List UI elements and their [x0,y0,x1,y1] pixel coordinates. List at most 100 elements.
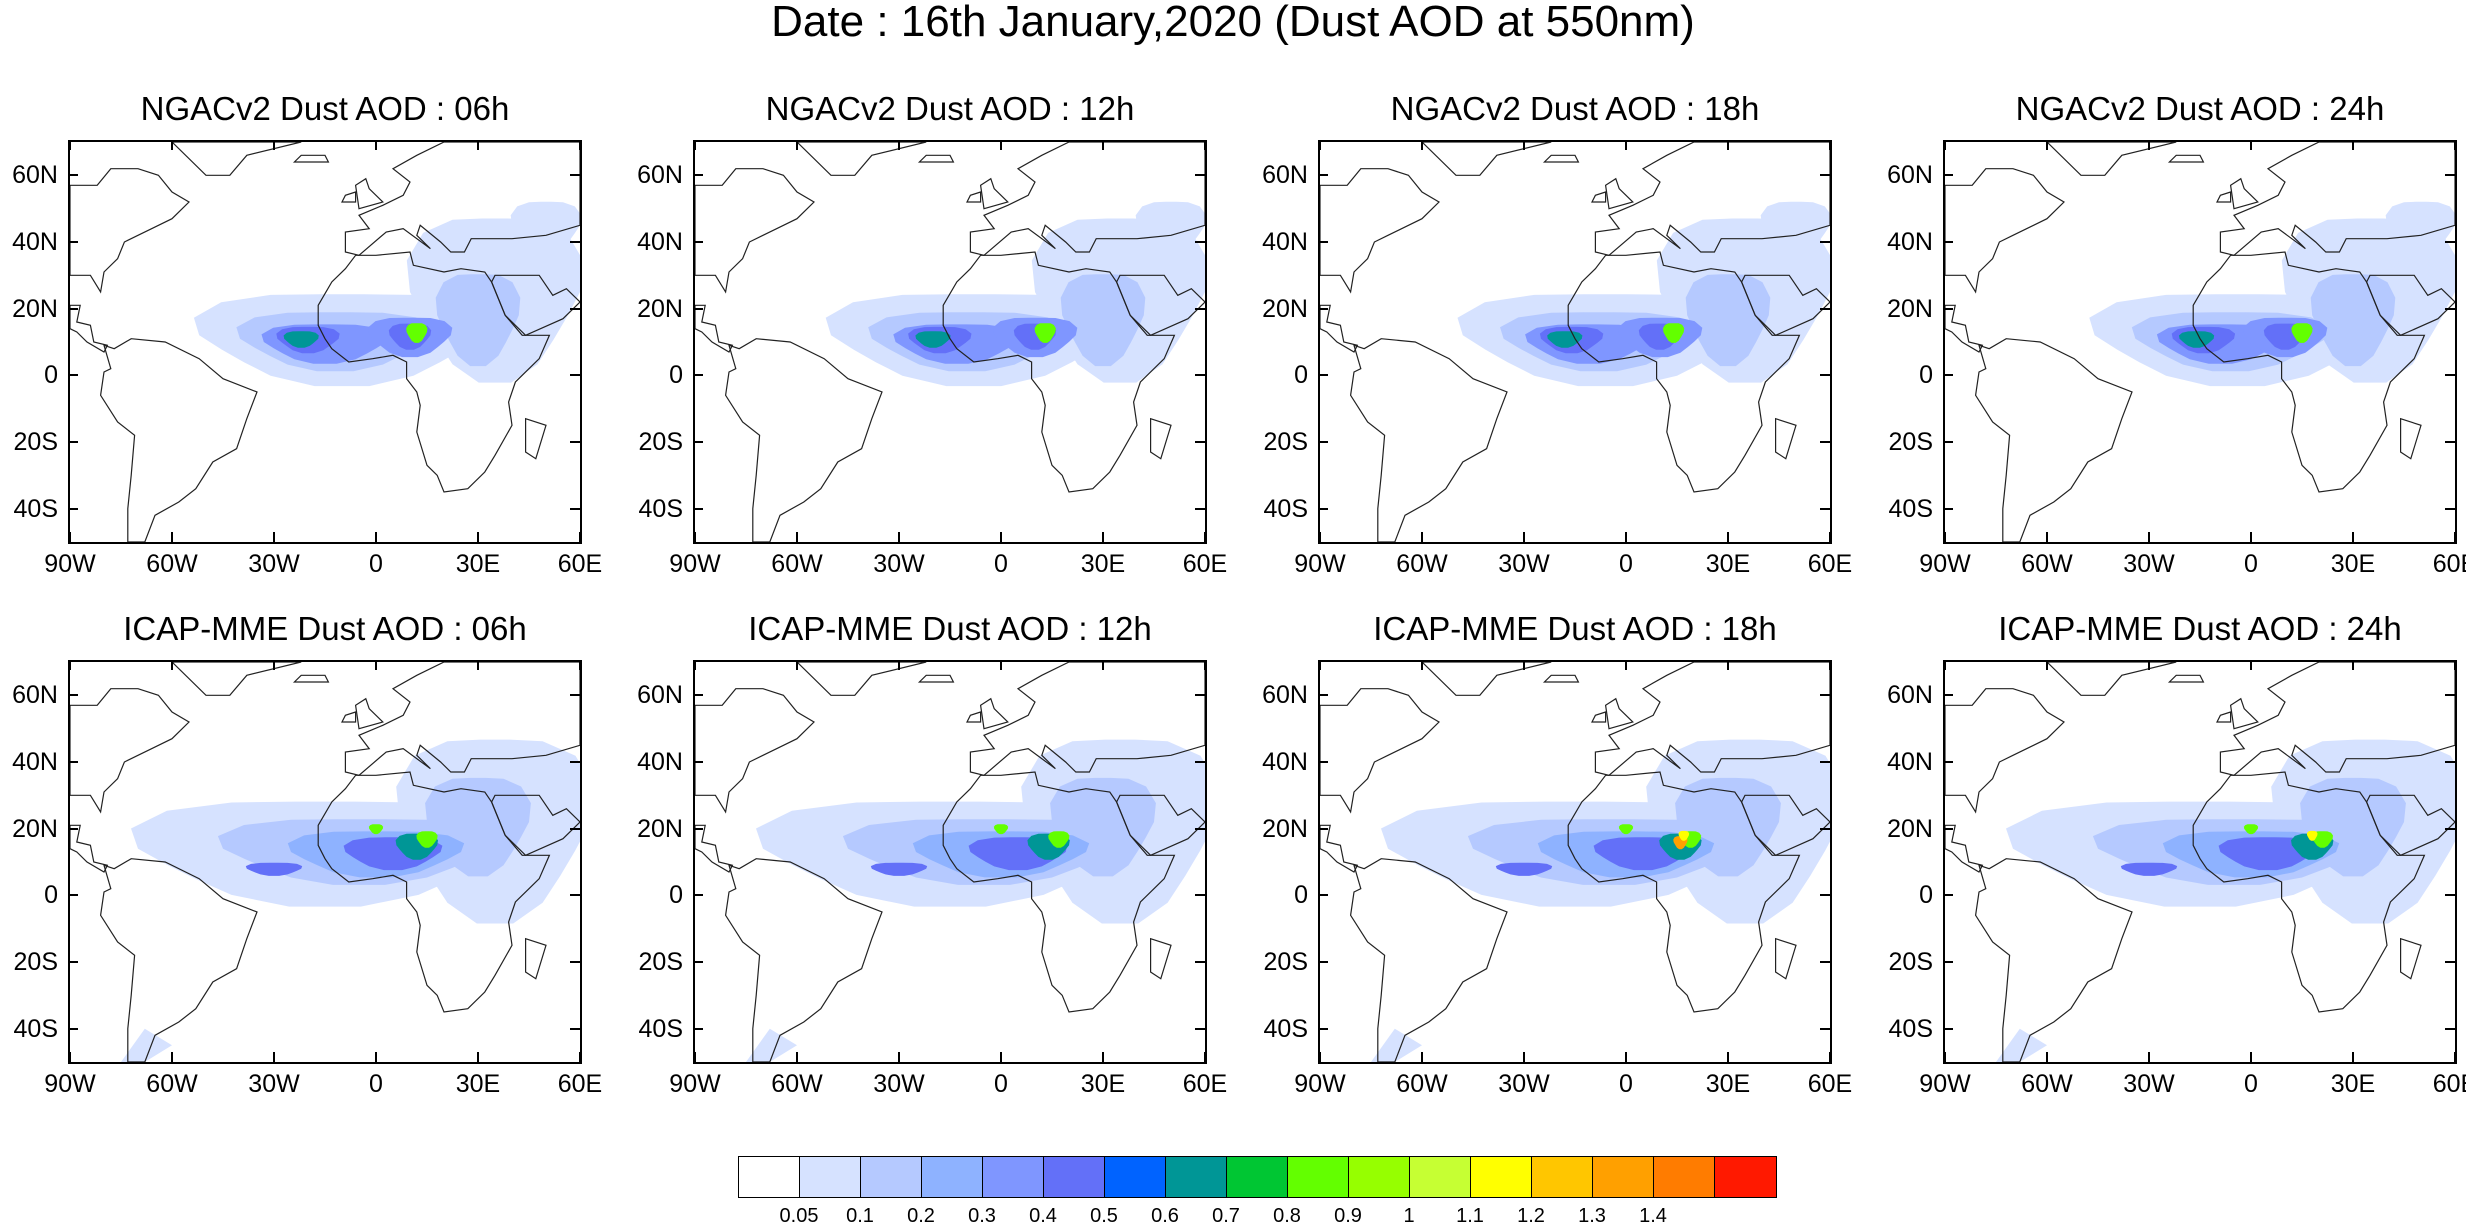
lon-tick [2148,532,2150,542]
lon-tick [1000,1052,1002,1062]
lon-tick-label: 60W [2021,550,2073,578]
lon-tick [2250,1052,2252,1062]
lon-tick [2250,532,2252,542]
lat-tick [1195,374,1205,377]
lat-tick [2445,961,2455,963]
lat-tick-label: 60N [12,681,58,710]
lat-tick [1943,694,1953,697]
lat-tick [1820,307,1830,310]
lon-tick-label: 30E [455,1070,501,1098]
lon-tick-label: 0 [2244,550,2258,578]
lat-tick [1318,1027,1328,1030]
colorbar-label: 0.3 [968,1205,996,1227]
lat-tick [693,961,703,963]
lat-tick [2445,827,2455,830]
coastline [317,771,551,1013]
lat-tick [2445,441,2455,443]
lat-tick [1820,827,1830,830]
lat-tick [570,507,580,510]
lat-tick [1318,761,1328,763]
coastline [70,304,109,353]
coastline [1115,794,1205,857]
colorbar-box [1044,1157,1105,1197]
lat-tick [68,894,78,897]
lon-tick [1829,660,1831,670]
lon-tick-label: 30E [1080,1070,1126,1098]
lat-tick-label: 40S [1263,1014,1308,1043]
lon-tick [2046,532,2048,542]
lon-tick-label: 60W [146,1070,198,1098]
coastline [979,697,1009,730]
coastline [1945,688,2065,814]
lon-tick-label: 60W [771,550,823,578]
colorbar-box [1532,1157,1593,1197]
lat-tick [570,241,580,243]
dust-aod-contour [510,201,580,255]
lon-tick [1319,140,1321,150]
coastline [695,304,734,353]
lon-tick [1000,140,1002,150]
coastline [1740,274,1830,337]
lat-tick [570,894,580,897]
coastline [1349,858,1508,1062]
dust-aod-contour [1048,831,1070,848]
lon-tick [1829,1052,1831,1062]
lon-tick [1727,1052,1729,1062]
lon-tick [375,660,377,670]
colorbar-label: 1 [1403,1205,1415,1227]
lon-tick [898,140,900,150]
coastline [1320,688,1440,814]
lat-tick [1820,1027,1830,1030]
lat-tick [68,374,78,377]
lon-tick [375,140,377,150]
lon-tick-label: 30W [873,1070,925,1098]
map-panel [693,140,1207,544]
lat-tick [1820,374,1830,377]
panel-title: ICAP-MME Dust AOD : 18h [1373,610,1777,647]
lon-tick [694,660,696,670]
lat-tick-label: 0 [1294,881,1308,910]
lon-tick [69,1052,71,1062]
coastline [2219,662,2455,776]
lon-tick [477,660,479,670]
lat-tick-label: 20S [1263,948,1308,976]
lat-tick [1943,507,1953,510]
lon-tick [1727,532,1729,542]
lon-tick [1523,140,1525,150]
lon-tick [796,532,798,542]
lon-tick-label: 30E [2330,550,2376,578]
lat-tick [693,241,703,243]
lat-tick [693,827,703,830]
lon-tick [1625,532,1627,542]
lat-tick [1943,827,1953,830]
lon-tick [1944,140,1946,150]
lon-tick-label: 60E [1182,550,1228,578]
coastline [1594,142,1830,256]
lon-tick [796,140,798,150]
coastline [2167,154,2205,163]
lon-tick [1000,532,1002,542]
coastline [1567,251,1801,493]
lat-tick [1195,894,1205,897]
lat-tick [570,174,580,177]
map-panel [693,660,1207,1064]
lat-tick-label: 20N [12,294,58,323]
lon-tick-label: 30E [455,550,501,578]
coastline [2400,417,2422,460]
lat-tick [693,374,703,377]
lat-tick-label: 40N [12,748,58,776]
coastline [796,662,927,696]
dust-aod-contour [245,862,303,876]
lat-tick-label: 20N [1262,294,1308,323]
lon-tick-label: 30W [1498,1070,1550,1098]
lat-tick [1318,694,1328,697]
lon-tick [1829,140,1831,150]
lon-tick-label: 60E [1182,1070,1228,1098]
dust-aod-contour [1618,824,1634,835]
dust-aod-map [70,142,580,542]
lon-tick-label: 60E [1807,1070,1853,1098]
colorbar-box [1349,1157,1410,1197]
lat-tick [570,1027,580,1030]
lon-tick-label: 90W [669,550,721,578]
coastline [1604,697,1634,730]
